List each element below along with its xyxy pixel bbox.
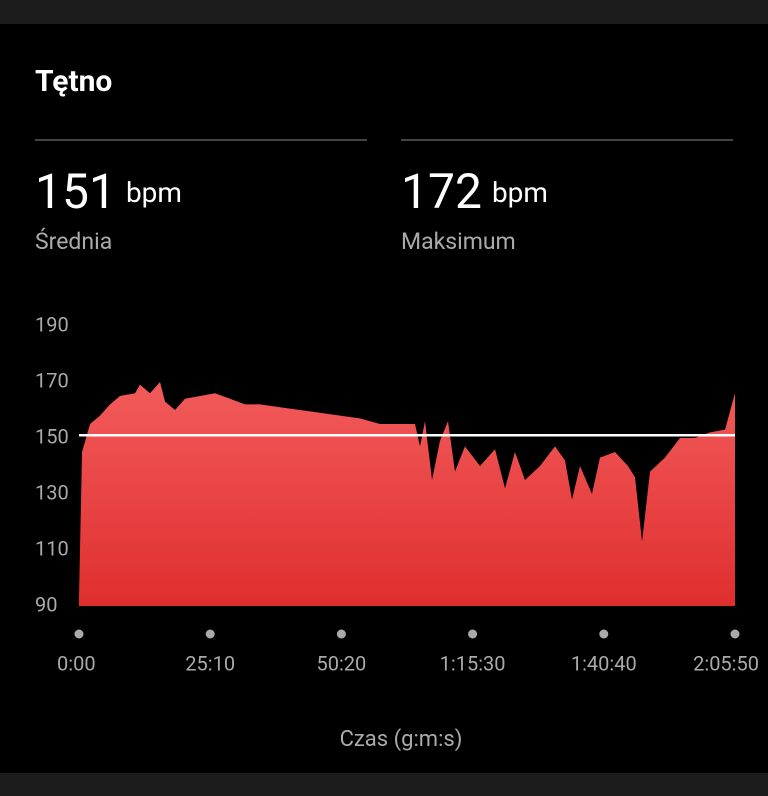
status-strip (0, 0, 768, 24)
y-tick-label: 170 (35, 368, 69, 392)
y-tick-label: 90 (35, 592, 57, 616)
x-tick-dot (336, 629, 346, 639)
x-tick-label: 0:00 (57, 651, 96, 675)
stat-value: 151 bpm (35, 163, 182, 220)
x-tick-dot (74, 629, 84, 639)
x-tick-dot (205, 629, 215, 639)
y-tick-label: 130 (35, 480, 69, 504)
y-tick-label: 110 (35, 536, 69, 560)
title: Tętno (35, 64, 112, 99)
bottom-strip (0, 773, 768, 796)
x-tick-dot (468, 629, 478, 639)
stat-label: Średnia (35, 227, 112, 255)
x-tick-label: 1:15:30 (440, 651, 506, 675)
stat-value: 172 bpm (401, 163, 548, 220)
heart-rate-area (79, 382, 735, 606)
x-tick-label: 50:20 (316, 651, 366, 675)
x-tick-label: 2:05:50 (693, 651, 759, 675)
x-tick-dot (730, 629, 740, 639)
x-tick-dot (599, 629, 609, 639)
x-tick-label: 1:40:40 (571, 651, 637, 675)
y-tick-label: 190 (35, 312, 69, 336)
x-axis-label: Czas (g:m:s) (340, 727, 463, 752)
y-tick-label: 150 (35, 424, 69, 448)
stat-label: Maksimum (401, 228, 516, 255)
x-tick-label: 25:10 (185, 651, 235, 675)
